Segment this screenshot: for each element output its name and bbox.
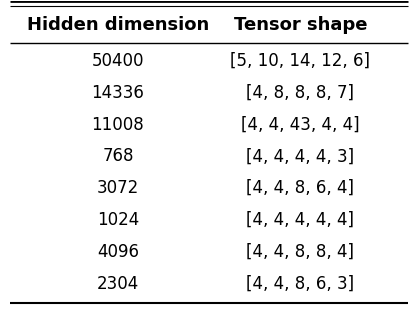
Text: [4, 4, 8, 6, 4]: [4, 4, 8, 6, 4] <box>247 179 354 197</box>
Text: [4, 4, 4, 4, 4]: [4, 4, 4, 4, 4] <box>247 211 354 229</box>
Text: 1024: 1024 <box>97 211 139 229</box>
Text: [4, 4, 8, 8, 4]: [4, 4, 8, 8, 4] <box>247 243 354 261</box>
Text: 14336: 14336 <box>92 84 144 102</box>
Text: [4, 4, 4, 4, 3]: [4, 4, 4, 4, 3] <box>246 147 354 165</box>
Text: [4, 8, 8, 8, 7]: [4, 8, 8, 8, 7] <box>247 84 354 102</box>
Text: 4096: 4096 <box>97 243 139 261</box>
Text: 50400: 50400 <box>92 52 144 70</box>
Text: [5, 10, 14, 12, 6]: [5, 10, 14, 12, 6] <box>230 52 370 70</box>
Text: 11008: 11008 <box>92 116 144 134</box>
Text: Tensor shape: Tensor shape <box>234 16 367 34</box>
Text: 3072: 3072 <box>97 179 139 197</box>
Text: 2304: 2304 <box>97 275 139 293</box>
Text: 768: 768 <box>102 147 134 165</box>
Text: [4, 4, 8, 6, 3]: [4, 4, 8, 6, 3] <box>246 275 354 293</box>
Text: Hidden dimension: Hidden dimension <box>27 16 209 34</box>
Text: [4, 4, 43, 4, 4]: [4, 4, 43, 4, 4] <box>241 116 360 134</box>
